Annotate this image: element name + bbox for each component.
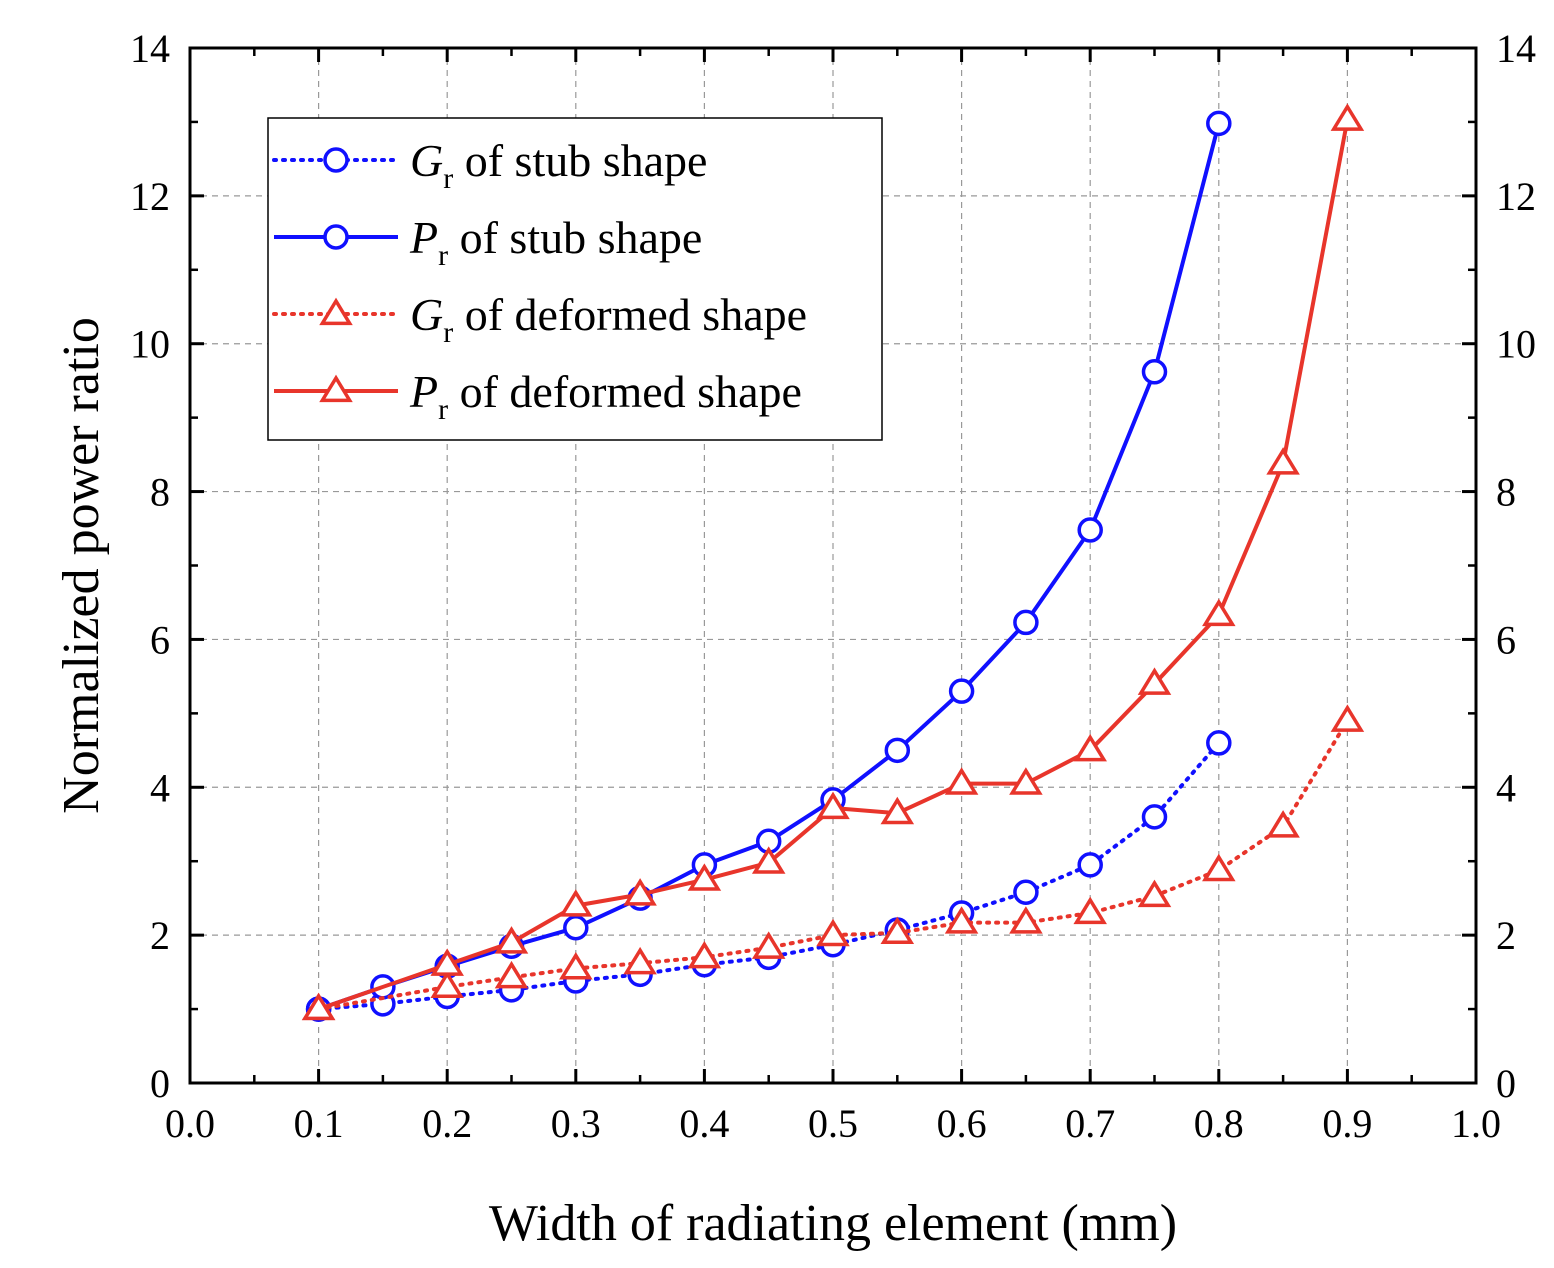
data-point [1266, 447, 1300, 475]
data-point [944, 767, 979, 795]
data-point [1330, 103, 1365, 131]
legend: Gr of stub shape Pr of stub shape Gr of de… [267, 117, 883, 441]
y-tick-label: 0 [150, 1061, 170, 1106]
data-point [1073, 896, 1107, 925]
legend-label: Gr of deformed shape [410, 289, 807, 349]
axis-ticks: 0.0 0.1 0.2 0.3 0.4 0.5 0.6 0.7 0.8 0.9 1.00246810… [130, 26, 1536, 1146]
data-point [559, 952, 593, 980]
data-point [1137, 879, 1172, 908]
x-tick-label: 1.0 [1451, 1101, 1501, 1146]
x-tick-label: 0.8 [1194, 1101, 1244, 1146]
legend-label: Gr of stub shape [410, 135, 707, 195]
data-point [944, 906, 979, 934]
x-tick-label: 0.0 [165, 1101, 215, 1146]
data-point [430, 970, 464, 999]
data-point [559, 889, 593, 917]
legend-marker [319, 374, 353, 403]
y-tick-label: 6 [150, 617, 170, 662]
y-right-tick-label: 10 [1496, 322, 1536, 367]
legend-marker [323, 147, 349, 173]
x-tick-label: 0.1 [294, 1101, 344, 1146]
data-point [494, 960, 529, 989]
data-point [1330, 704, 1365, 732]
legend-entry: Pr of deformed shape [274, 366, 802, 426]
data-point [751, 931, 786, 959]
y-right-tick-label: 0 [1496, 1061, 1516, 1106]
data-point [494, 926, 529, 954]
data-point [1013, 879, 1039, 906]
data-point [687, 863, 722, 891]
data-point [1077, 852, 1103, 878]
data-point [1013, 609, 1039, 636]
data-point [884, 737, 911, 764]
data-point [1141, 804, 1168, 830]
data-point [1009, 767, 1043, 795]
y-tick-label: 14 [130, 26, 170, 71]
data-point [1077, 517, 1103, 543]
y-tick-label: 10 [130, 322, 170, 367]
x-tick-label: 0.4 [679, 1101, 729, 1146]
legend-marker [319, 297, 353, 326]
plot-series [301, 103, 1365, 1022]
y-axis-title: Normalized power ratio [53, 317, 110, 814]
data-point [687, 940, 722, 969]
data-point [1206, 110, 1232, 137]
legend-entry: Gr of deformed shape [272, 289, 807, 349]
data-point [880, 796, 915, 825]
data-point [1141, 359, 1168, 385]
y-right-tick-label: 12 [1496, 174, 1536, 219]
data-point [563, 915, 589, 941]
series-line [317, 119, 1350, 1011]
x-tick-label: 0.7 [1065, 1101, 1115, 1146]
x-tick-label: 0.5 [808, 1101, 858, 1146]
data-point [816, 918, 850, 947]
y-tick-label: 2 [150, 913, 170, 958]
data-point [948, 678, 975, 704]
y-right-tick-label: 2 [1496, 913, 1516, 958]
y-tick-label: 8 [150, 470, 170, 515]
data-point [1266, 810, 1300, 838]
y-right-tick-label: 14 [1496, 26, 1536, 71]
legend-entry: Gr of stub shape [272, 135, 707, 195]
data-point [1202, 853, 1236, 882]
legend-label: Pr of deformed shape [409, 366, 802, 426]
data-point [623, 878, 657, 906]
y-right-tick-label: 6 [1496, 617, 1516, 662]
y-right-tick-label: 4 [1496, 765, 1516, 810]
x-tick-label: 0.6 [937, 1101, 987, 1146]
legend-marker [323, 224, 349, 250]
legend-box [267, 117, 883, 441]
data-point [430, 948, 464, 976]
data-point [1202, 598, 1236, 627]
series-3 [301, 103, 1365, 1021]
data-point [1206, 730, 1232, 756]
x-axis-title: Width of radiating element (mm) [489, 1195, 1177, 1252]
x-tick-label: 0.3 [551, 1101, 601, 1146]
series-line [316, 718, 1350, 1012]
data-point [816, 791, 850, 820]
series-2 [301, 704, 1365, 1021]
data-point [751, 846, 786, 874]
x-tick-label: 0.2 [422, 1101, 472, 1146]
legend-entry: Pr of stub shape [274, 212, 702, 272]
x-tick-label: 0.9 [1322, 1101, 1372, 1146]
data-point [880, 916, 915, 945]
data-point [1137, 667, 1172, 695]
data-point [623, 946, 657, 975]
data-point [1073, 733, 1107, 762]
data-point [301, 992, 336, 1021]
y-right-tick-label: 8 [1496, 470, 1516, 515]
y-tick-label: 4 [150, 765, 170, 810]
y-tick-label: 12 [130, 174, 170, 219]
data-point [1009, 906, 1043, 934]
legend-label: Pr of stub shape [409, 212, 702, 272]
